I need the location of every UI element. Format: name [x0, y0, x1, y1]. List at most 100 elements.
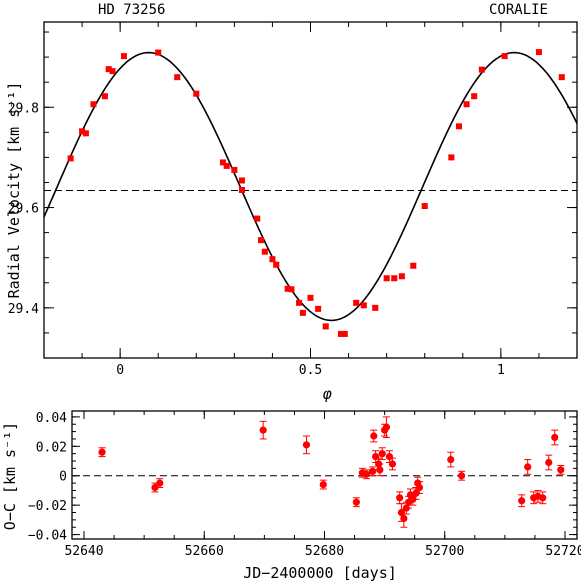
- y-tick-label: 0: [59, 470, 67, 485]
- data-point: [299, 309, 306, 316]
- data-point: [307, 294, 314, 301]
- data-point: [223, 162, 230, 169]
- data-point: [109, 68, 116, 75]
- point-marker: [109, 68, 116, 75]
- point-marker: [269, 256, 276, 263]
- point-marker: [101, 93, 108, 100]
- rv-data-points: [67, 49, 565, 337]
- residuals-plot-frame: [71, 410, 578, 540]
- point-marker: [258, 237, 265, 244]
- data-point: [478, 66, 485, 73]
- data-point: [370, 429, 378, 443]
- data-point: [376, 463, 384, 477]
- point-marker: [448, 154, 455, 161]
- point-marker: [223, 162, 230, 169]
- data-point: [545, 454, 553, 471]
- residuals-data-points: [98, 416, 565, 528]
- point-marker: [67, 155, 74, 162]
- data-point: [378, 447, 386, 461]
- point-marker: [412, 489, 420, 497]
- x-tick-label: 52660: [185, 544, 224, 559]
- point-marker: [79, 128, 86, 135]
- data-point: [457, 470, 466, 481]
- data-point: [120, 53, 127, 60]
- y-tick-label: −0.04: [28, 529, 67, 544]
- x-tick-label: 1: [497, 363, 505, 378]
- point-marker: [360, 302, 367, 309]
- data-point: [415, 481, 424, 494]
- point-marker: [341, 330, 348, 337]
- point-marker: [302, 441, 311, 449]
- point-marker: [415, 483, 424, 492]
- x-tick-label: 52720: [545, 544, 581, 559]
- point-marker: [471, 93, 478, 100]
- point-marker: [219, 159, 226, 166]
- rv-y-axis-label: Radial Velocity [km s⁻¹]: [5, 82, 23, 299]
- point-marker: [455, 123, 462, 130]
- point-marker: [557, 466, 565, 474]
- data-point: [238, 187, 245, 193]
- x-tick-label: 52680: [305, 544, 344, 559]
- point-marker: [337, 330, 344, 337]
- rv-panel: HD 73256 CORALIE 0 0.5 1 29.4 29.6 29.8 φ Rad…: [5, 2, 578, 403]
- data-point: [258, 237, 265, 244]
- data-point: [421, 203, 428, 210]
- star-name-label: HD 73256: [98, 2, 165, 18]
- data-point: [238, 177, 245, 184]
- data-point: [259, 420, 267, 440]
- point-marker: [238, 187, 245, 193]
- point-marker: [319, 480, 327, 489]
- rv-x-axis-label: φ: [322, 385, 332, 403]
- data-point: [296, 299, 303, 306]
- data-point: [302, 435, 311, 455]
- x-tick-label: 0.5: [299, 363, 322, 378]
- data-point: [388, 457, 397, 471]
- residuals-y-axis-label: O−C [km s⁻¹]: [1, 422, 19, 530]
- data-point: [353, 299, 360, 306]
- point-marker: [370, 432, 378, 440]
- data-point: [524, 459, 532, 475]
- point-marker: [457, 472, 466, 480]
- data-point: [101, 93, 108, 100]
- data-point: [352, 497, 360, 508]
- point-marker: [238, 177, 245, 184]
- point-marker: [382, 423, 391, 431]
- point-marker: [98, 448, 106, 456]
- data-point: [98, 447, 106, 458]
- residuals-x-axis-label: JD−2400000 [days]: [243, 564, 397, 581]
- point-marker: [193, 90, 200, 97]
- data-point: [105, 66, 112, 73]
- point-marker: [545, 458, 553, 467]
- data-point: [471, 93, 478, 100]
- residuals-ticks: 52640 52660 52680 52700 52720 −0.04 −0.02 0 0.02…: [28, 411, 581, 559]
- point-marker: [463, 101, 470, 108]
- point-marker: [105, 66, 112, 73]
- point-marker: [273, 261, 280, 268]
- point-marker: [315, 305, 322, 312]
- point-marker: [421, 203, 428, 210]
- data-point: [90, 101, 97, 108]
- data-point: [557, 464, 565, 475]
- data-point: [341, 330, 348, 337]
- residuals-panel: 52640 52660 52680 52700 52720 −0.04 −0.02 0 0.02…: [1, 410, 581, 582]
- point-marker: [296, 299, 303, 306]
- data-point: [410, 262, 417, 269]
- data-point: [539, 491, 547, 505]
- point-marker: [524, 463, 532, 471]
- x-tick-label: 52700: [425, 544, 464, 559]
- y-tick-label: 0.04: [36, 411, 67, 426]
- data-point: [288, 286, 295, 293]
- point-marker: [396, 494, 404, 502]
- point-marker: [391, 275, 398, 282]
- rv-plot-frame: [43, 21, 578, 359]
- point-marker: [155, 49, 162, 56]
- y-tick-label: 29.4: [8, 302, 39, 317]
- data-point: [455, 123, 462, 130]
- rv-keplerian-curve: [43, 51, 578, 322]
- data-point: [558, 74, 565, 81]
- x-tick-label: 52640: [64, 544, 103, 559]
- point-marker: [259, 426, 267, 434]
- data-point: [155, 49, 162, 56]
- point-marker: [151, 483, 159, 492]
